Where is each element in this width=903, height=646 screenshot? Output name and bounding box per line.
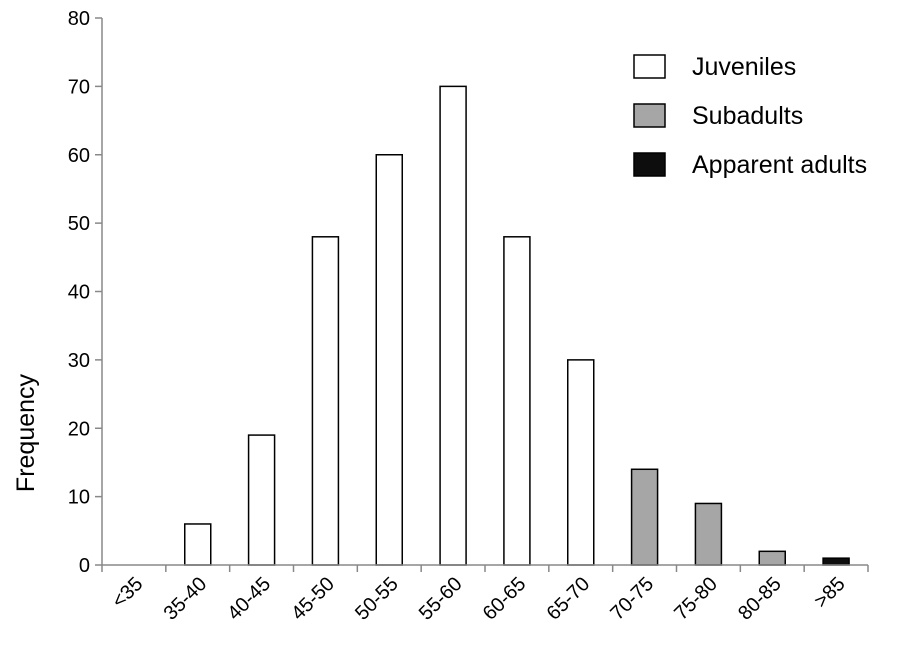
legend-label-subadults: Subadults xyxy=(692,102,803,130)
x-tick-label: 35-40 xyxy=(160,573,212,625)
x-tick-label: <35 xyxy=(108,573,148,613)
bar-apparent-adults-11 xyxy=(822,557,850,566)
legend: Juveniles Subadults Apparent adults xyxy=(633,53,867,179)
bar-juveniles-5 xyxy=(439,85,467,566)
bar-subadults-9 xyxy=(694,502,723,566)
legend-swatch-subadults xyxy=(633,103,666,128)
x-tick-label: 60-65 xyxy=(479,573,531,625)
legend-label-apparent-adults: Apparent adults xyxy=(692,151,867,179)
y-tick-label: 40 xyxy=(68,282,90,304)
legend-label-juveniles: Juveniles xyxy=(692,53,796,81)
y-tick-label: 50 xyxy=(68,213,90,235)
bar-juveniles-1 xyxy=(184,523,212,566)
x-tick-label: 50-55 xyxy=(351,573,403,625)
y-tick-label: 60 xyxy=(68,145,90,167)
bar-juveniles-4 xyxy=(375,154,403,566)
x-tick-label: 45-50 xyxy=(287,573,339,625)
bar-juveniles-2 xyxy=(247,434,276,566)
x-tick-label: 40-45 xyxy=(223,573,275,625)
y-tick-label: 10 xyxy=(68,487,90,509)
x-tick-label: 65-70 xyxy=(543,573,595,625)
bars-group xyxy=(184,85,850,566)
bar-subadults-8 xyxy=(630,468,659,566)
bar-juveniles-6 xyxy=(503,236,531,566)
y-tick-label: 20 xyxy=(68,418,90,440)
x-tick-label: 70-75 xyxy=(606,573,658,625)
y-tick-label: 70 xyxy=(68,76,90,98)
y-tick-label: 0 xyxy=(79,555,90,577)
x-tick-label: >85 xyxy=(810,573,850,613)
y-axis-title: Frequency xyxy=(12,373,40,492)
bar-juveniles-7 xyxy=(567,359,595,566)
legend-swatch-juveniles xyxy=(633,54,666,79)
x-tick-label: 55-60 xyxy=(415,573,467,625)
bar-juveniles-3 xyxy=(311,236,340,566)
legend-swatch-apparent-adults xyxy=(633,152,666,177)
y-tick-label: 80 xyxy=(68,8,90,30)
x-tick-label: 75-80 xyxy=(670,573,722,625)
bar-subadults-10 xyxy=(758,550,786,566)
y-tick-label: 30 xyxy=(68,350,90,372)
x-tick-label: 80-85 xyxy=(734,573,786,625)
